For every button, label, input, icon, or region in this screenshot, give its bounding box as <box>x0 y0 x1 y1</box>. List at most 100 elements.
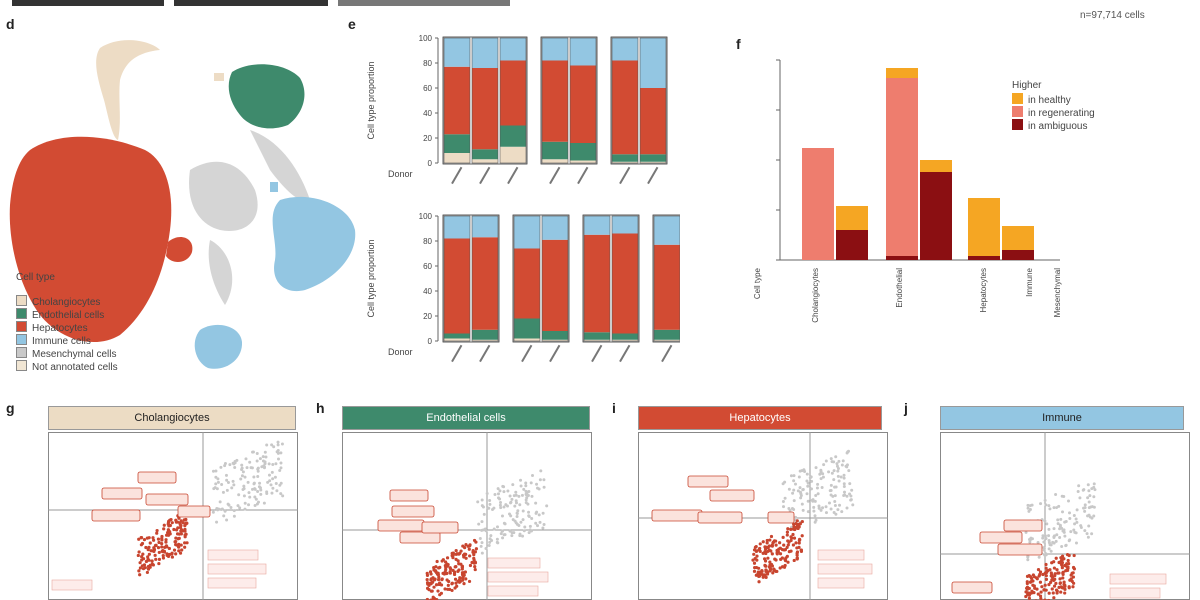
scatter-point <box>1027 591 1031 595</box>
scatter-point <box>1078 496 1082 500</box>
swatch-ambiguous <box>1012 119 1023 130</box>
scatter-point <box>441 558 445 562</box>
scatter-point <box>211 469 215 473</box>
scatter-point <box>842 473 846 477</box>
scatter-point <box>1087 524 1091 528</box>
scatter-point <box>263 450 267 454</box>
scatter-point <box>1083 503 1087 507</box>
scatter-point <box>768 569 772 573</box>
stacked-bar-outline <box>639 37 667 164</box>
stacked-bar-segment <box>514 248 540 319</box>
scatter-point <box>467 547 471 551</box>
scatter-point <box>454 581 458 585</box>
scatter-point <box>167 552 172 557</box>
scatter-point <box>831 494 835 498</box>
scatter-point <box>1073 530 1077 534</box>
scatter-point <box>521 518 525 522</box>
scatter-point <box>164 540 168 544</box>
scatter-point <box>1057 571 1061 575</box>
deg-x-category-label: Endothelial <box>895 268 904 308</box>
scatter-point <box>484 547 488 551</box>
scatter-point <box>274 481 278 485</box>
scatter-point <box>761 540 765 544</box>
stacked-bar-outline <box>611 37 639 164</box>
scatter-point <box>1044 536 1048 540</box>
scatter-point <box>1056 518 1060 522</box>
scatter-point <box>798 486 802 490</box>
scatter-point <box>492 506 496 510</box>
swatch-hepatocytes <box>16 321 27 332</box>
gene-label-box <box>979 531 1023 544</box>
legend-label: Not annotated cells <box>32 362 118 373</box>
scatter-point <box>1051 540 1055 544</box>
scatter-point <box>259 492 263 496</box>
stacked-bar-segment <box>584 216 610 235</box>
scatter-point <box>542 522 546 526</box>
scatter-point <box>758 549 762 553</box>
scatter-point <box>1071 585 1075 589</box>
deg-bar-segment <box>920 160 952 172</box>
scatter-point <box>1063 563 1067 568</box>
scatter-point <box>1079 524 1083 528</box>
scatter-point <box>1072 513 1076 517</box>
scatter-point <box>1044 553 1048 557</box>
scatter-point <box>827 501 831 505</box>
scatter-point <box>758 572 762 576</box>
scatter-point <box>796 489 800 493</box>
scatter-point <box>523 525 527 529</box>
scatter-point <box>1040 585 1044 589</box>
scatter-point <box>795 553 799 557</box>
scatter-point <box>496 492 500 496</box>
scatter-point <box>168 523 172 528</box>
donor-tick-mark <box>549 166 561 185</box>
stacked-y-tick-label: 20 <box>423 312 432 321</box>
scatter-point <box>527 489 531 493</box>
deg-bar-segment <box>886 78 918 256</box>
scatter-point <box>179 532 183 536</box>
scatter-point <box>156 537 161 541</box>
donor-tick-mark <box>619 166 631 185</box>
scatter-point <box>510 497 514 501</box>
scatter-point <box>250 466 254 470</box>
panel-letter-g: g <box>6 400 15 416</box>
deg-bar-segment <box>920 172 952 260</box>
scatter-point <box>457 580 462 584</box>
scatter-point <box>795 519 799 523</box>
scatter-point <box>814 493 818 497</box>
scatter-point <box>1030 503 1034 507</box>
scatter-point <box>516 509 520 513</box>
scatter-point <box>766 546 770 550</box>
deg-bar-segment <box>886 68 918 78</box>
gene-label-box <box>389 489 429 502</box>
scatter-point <box>817 506 821 510</box>
scatter-point <box>257 485 261 489</box>
scatter-point <box>797 545 801 549</box>
scatter-point <box>446 587 450 591</box>
stacked-group-frame <box>582 214 640 343</box>
scatter-point <box>177 549 181 553</box>
scatter-point <box>241 487 245 491</box>
scatter-point <box>1025 574 1030 578</box>
scatter-point <box>267 473 271 477</box>
stacked-y-axis-label: Cell type proportion <box>366 239 376 317</box>
scatter-point <box>849 498 853 502</box>
scatter-point <box>799 548 803 552</box>
scatter-point <box>506 504 510 508</box>
scatter-point <box>1031 583 1035 587</box>
scatter-point <box>849 494 853 498</box>
scatter-point <box>836 466 840 470</box>
scatter-point <box>499 500 503 504</box>
scatter-point <box>778 552 783 556</box>
scatter-point <box>438 593 442 597</box>
stacked-bar-segment <box>612 38 638 61</box>
deg-x-category-label: Mesenchymal <box>1053 268 1062 318</box>
stacked-bar-segment <box>542 141 568 160</box>
scatter-point <box>542 478 546 482</box>
scatter-point <box>1059 590 1063 594</box>
scatter-point <box>1047 591 1051 595</box>
scatter-point <box>514 490 518 494</box>
scatter-point <box>178 525 183 530</box>
scatter-point <box>507 512 511 516</box>
scatter-point <box>813 514 817 518</box>
scatter-point <box>154 557 158 561</box>
